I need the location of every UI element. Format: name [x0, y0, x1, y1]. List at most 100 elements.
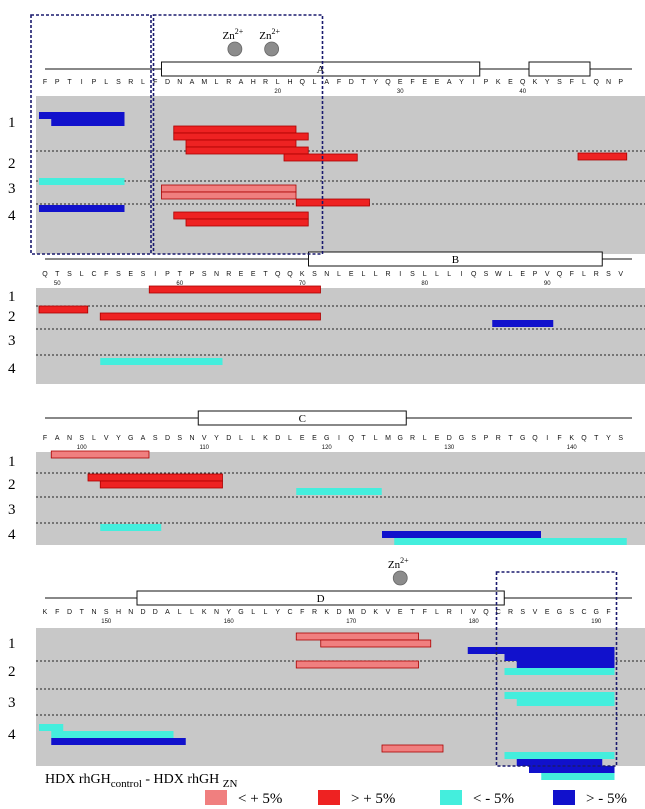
sequence-residue: M: [385, 435, 391, 442]
zinc-ion-label: Zn2+: [388, 556, 409, 571]
peptide-bar-cyan: [39, 178, 125, 185]
sequence-residue: L: [435, 609, 439, 616]
legend-label: < - 5%: [473, 791, 514, 807]
helix-label: C: [299, 413, 306, 425]
sequence-residue: V: [533, 609, 538, 616]
sequence-residue: D: [226, 435, 231, 442]
sequence-residue: F: [43, 79, 47, 86]
peptide-bar-red: [173, 132, 309, 141]
sequence-residue: E: [435, 435, 440, 442]
helix-label: D: [317, 593, 325, 605]
helix-box: [528, 61, 591, 77]
sequence-residue: C: [581, 609, 586, 616]
peptide-bar-blue: [504, 654, 615, 661]
peptide-bar-red: [577, 152, 628, 161]
sequence-residue: A: [165, 609, 170, 616]
zinc-ion-label: Zn2+: [223, 27, 244, 42]
sequence-residue: S: [557, 79, 562, 86]
sequence-residue: E: [398, 79, 403, 86]
peptide-bar-light-red: [295, 660, 419, 669]
sequence-residue: F: [104, 271, 108, 278]
sequence-residue: Y: [606, 435, 611, 442]
sequence-residue: R: [128, 79, 133, 86]
sequence-residue: N: [91, 609, 96, 616]
sequence-residue: A: [239, 79, 244, 86]
sample-row-label: 2: [8, 309, 16, 325]
legend-title: HDX rhGHcontrol - HDX rhGH ZN: [45, 772, 238, 790]
sequence-residue: R: [226, 79, 231, 86]
sequence-residue: T: [410, 609, 415, 616]
residue-number: 80: [421, 281, 428, 287]
sequence-residue: Y: [275, 609, 280, 616]
sequence-residue: E: [312, 435, 317, 442]
legend: HDX rhGHcontrol - HDX rhGH ZN < + 5% > + …: [45, 772, 627, 807]
panel-background: [36, 452, 645, 545]
sequence-residue: Q: [471, 271, 477, 278]
sample-row-label: 4: [8, 361, 16, 377]
sequence-residue: S: [116, 271, 121, 278]
helix-label: A: [317, 64, 325, 76]
sequence-residue: Q: [520, 79, 526, 86]
residue-number: 140: [567, 445, 578, 451]
sequence-residue: E: [398, 609, 403, 616]
sequence-residue: T: [594, 435, 599, 442]
sequence-residue: L: [362, 271, 366, 278]
sequence-residue: Q: [287, 271, 293, 278]
panel-p3: CF A N S L V Y G A S D S N V Y D L L K D L E E G I Q T L M G R L E D G S P R T…: [8, 410, 645, 545]
sequence-residue: F: [43, 435, 47, 442]
sequence-residue: E: [422, 79, 427, 86]
sequence-residue: E: [520, 271, 525, 278]
sequence-residue: F: [55, 609, 59, 616]
sequence-residue: L: [582, 271, 586, 278]
peptide-bar-red: [99, 480, 223, 489]
sequence-residue: R: [447, 609, 452, 616]
residue-number: 90: [544, 281, 551, 287]
sequence-residue: Q: [557, 271, 563, 278]
peptide-bar-red: [185, 218, 309, 227]
sequence-residue: L: [190, 609, 194, 616]
highlight-region-box: [495, 571, 618, 767]
sequence-residue: L: [141, 79, 145, 86]
peptide-bar-light-red: [161, 184, 297, 193]
sequence-residue: K: [373, 609, 378, 616]
sequence-residue: L: [264, 609, 268, 616]
sequence-residue: F: [557, 435, 561, 442]
sequence-residue: P: [92, 79, 97, 86]
sequence-residue: R: [312, 609, 317, 616]
sequence-residue: D: [165, 79, 170, 86]
sequence-residue: T: [55, 271, 60, 278]
sequence-residue: I: [338, 435, 340, 442]
sequence-residue: V: [202, 435, 207, 442]
sequence-residue: S: [410, 271, 415, 278]
sequence-residue: S: [484, 271, 489, 278]
sequence-residue: R: [496, 435, 501, 442]
sequence-residue: A: [55, 435, 60, 442]
peptide-bar-cyan: [504, 692, 615, 699]
peptide-bar-cyan: [100, 358, 223, 365]
sequence-residue: D: [67, 609, 72, 616]
sequence-residue: G: [128, 435, 133, 442]
sequence-residue: C: [287, 609, 292, 616]
sequence-residue: I: [546, 435, 548, 442]
sequence-residue: V: [104, 435, 109, 442]
peptide-bar-red: [87, 473, 223, 482]
sequence-residue: Y: [373, 79, 378, 86]
peptide-bar-light-red: [50, 450, 150, 459]
sequence-residue: E: [300, 435, 305, 442]
peptide-bar-blue: [39, 112, 125, 119]
sequence-residue: F: [410, 79, 414, 86]
sequence-residue: N: [324, 271, 329, 278]
peptide-bar-cyan: [504, 752, 615, 759]
zinc-ion-marker: [264, 41, 280, 57]
peptide-bar-cyan: [51, 731, 174, 738]
sequence-residue: P: [484, 435, 489, 442]
residue-number: 70: [299, 281, 306, 287]
sequence-residue: N: [214, 271, 219, 278]
sequence-residue: Q: [532, 435, 538, 442]
sequence-residue: T: [508, 435, 513, 442]
sequence-residue: R: [508, 609, 513, 616]
zinc-ion-marker: [227, 41, 243, 57]
residue-number: 150: [101, 619, 112, 625]
sequence-residue: L: [80, 271, 84, 278]
